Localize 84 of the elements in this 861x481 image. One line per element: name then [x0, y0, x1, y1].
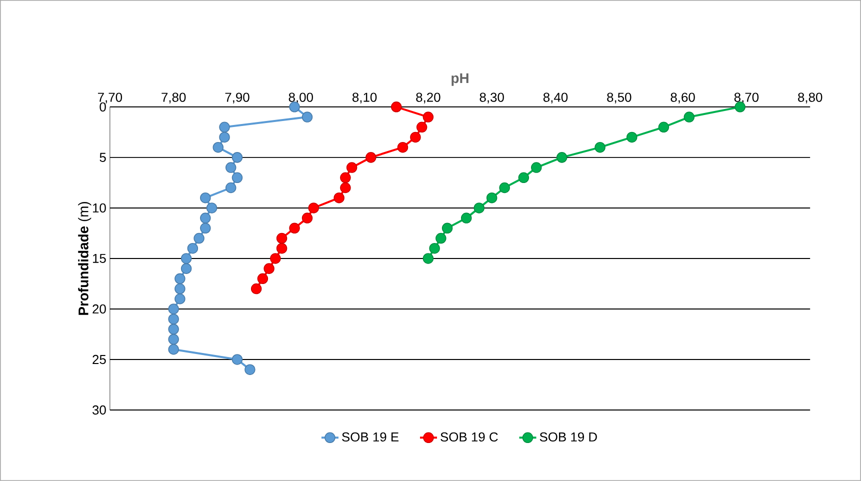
point: [206, 202, 218, 214]
point: [194, 232, 204, 244]
point: [219, 122, 230, 133]
point: [232, 354, 243, 365]
point: [499, 182, 510, 194]
point: [302, 212, 313, 224]
x-tick-label: 8,00: [288, 92, 313, 104]
point: [594, 142, 606, 153]
y-tick-label: 15: [92, 254, 106, 264]
point: [244, 364, 256, 376]
y-tick-label: 5: [100, 152, 106, 162]
x-tick-label: 7,70: [98, 92, 122, 104]
point: [219, 132, 230, 143]
point: [340, 182, 351, 194]
point: [460, 212, 472, 224]
point: [340, 172, 351, 184]
y-tick-label: 30: [92, 405, 106, 415]
point: [556, 152, 568, 163]
point: [212, 142, 224, 153]
point: [168, 334, 179, 345]
y-tick-label: 20: [92, 304, 106, 314]
point: [346, 162, 358, 173]
y-tick-label: 10: [92, 203, 106, 213]
point: [180, 253, 192, 264]
point: [232, 172, 243, 184]
point: [474, 202, 484, 214]
x-axis-title: pH: [452, 73, 468, 86]
point: [232, 152, 243, 163]
point: [334, 192, 344, 204]
point: [531, 162, 542, 173]
point: [225, 162, 236, 173]
point: [410, 132, 421, 143]
point: [225, 182, 236, 194]
legend-label: SOB 19 C: [440, 432, 498, 442]
point: [187, 243, 198, 254]
point: [168, 344, 179, 355]
point: [302, 112, 313, 122]
x-tick-label: 8,10: [352, 92, 377, 104]
x-tick-label: 8,50: [607, 92, 632, 104]
x-tick-label: 8,60: [670, 92, 695, 104]
point: [180, 263, 192, 274]
point: [168, 314, 179, 325]
point: [416, 122, 428, 133]
x-tick-label: 8,30: [480, 92, 504, 104]
x-tick-label: 8,40: [543, 92, 568, 104]
x-tick-label: 8,80: [798, 92, 822, 104]
y-tick-label: 0: [100, 102, 106, 112]
point: [270, 253, 281, 264]
point: [308, 202, 319, 214]
y-tick-label: 25: [92, 354, 106, 364]
point: [200, 222, 211, 234]
point: [397, 142, 408, 153]
point: [518, 172, 530, 184]
point: [289, 222, 300, 234]
y-axis-title: Profundidade (m): [78, 202, 92, 315]
point: [200, 212, 211, 224]
point: [436, 232, 446, 244]
point: [429, 243, 440, 254]
point: [422, 112, 434, 122]
point: [422, 253, 434, 264]
point: [200, 192, 211, 204]
point: [626, 132, 638, 143]
point: [168, 324, 179, 335]
point: [174, 273, 186, 284]
point: [486, 192, 498, 204]
x-tick-label: 7,80: [162, 92, 186, 104]
x-tick-label: 7,90: [225, 92, 250, 104]
point: [174, 283, 186, 294]
legend-label: SOB 19 D: [540, 432, 597, 442]
point: [168, 304, 179, 314]
point: [264, 263, 274, 274]
point: [390, 102, 402, 112]
point: [366, 152, 376, 163]
point: [276, 243, 288, 254]
legend-label: SOB 19 E: [342, 432, 398, 442]
x-tick-label: 8,20: [416, 92, 440, 104]
point: [442, 222, 453, 234]
x-tick-label: 8,70: [734, 92, 759, 104]
point: [684, 112, 695, 122]
point: [658, 122, 670, 133]
point: [250, 283, 262, 294]
point: [257, 273, 268, 284]
point: [174, 294, 186, 304]
point: [276, 232, 288, 244]
